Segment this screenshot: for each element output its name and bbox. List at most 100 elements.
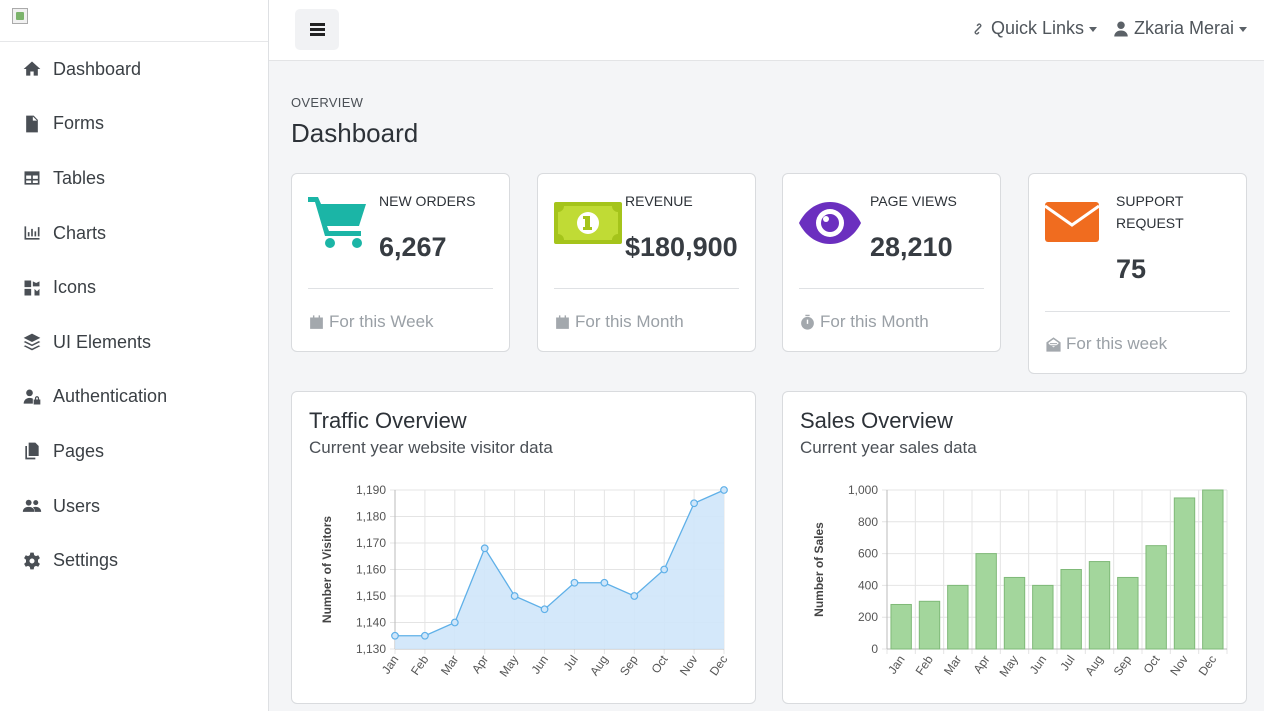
stat-value: $180,900 (625, 232, 738, 262)
stat-card-support-request: SUPPORT REQUEST 75 For this week (1028, 173, 1247, 374)
y-tick-label: 1,150 (356, 589, 386, 603)
x-tick-label: Apr (970, 653, 992, 676)
y-tick-label: 200 (858, 610, 878, 624)
hamburger-icon (309, 28, 325, 31)
chart-icon (21, 223, 43, 243)
y-tick-label: 0 (871, 642, 878, 656)
y-tick-label: 800 (858, 515, 878, 529)
file-icon (21, 114, 43, 134)
page-title: Dashboard (291, 118, 419, 148)
x-tick-label: Jun (1027, 653, 1050, 677)
stat-footer: For this Week (308, 312, 434, 332)
divider (308, 288, 493, 289)
quick-links-dropdown[interactable]: Quick Links (969, 18, 1098, 39)
x-tick-label: Jul (561, 653, 581, 674)
sidebar-item-label: Dashboard (53, 58, 142, 79)
point-sep (630, 592, 639, 600)
stat-footer: For this week (1045, 334, 1167, 354)
divider (799, 288, 984, 289)
sidebar-item-authentication[interactable]: Authentication (0, 370, 268, 425)
point-oct (660, 565, 669, 574)
overview-label: OVERVIEW (291, 95, 364, 110)
stat-footer-text: For this Month (575, 312, 684, 331)
stat-value: 6,267 (379, 232, 447, 262)
stat-label: REVENUE (625, 193, 693, 209)
sidebar: Dashboard Forms Tables Charts Icons UI E… (0, 0, 269, 711)
point-jun (540, 605, 549, 614)
x-tick-label: Apr (469, 653, 491, 676)
x-tick-label: Nov (1167, 653, 1191, 679)
point-may (510, 592, 519, 600)
bar-may (1003, 576, 1026, 650)
y-axis-label: Number of Visitors (320, 516, 334, 623)
divider (554, 288, 739, 289)
sidebar-item-label: UI Elements (53, 331, 152, 352)
sidebar-nav: Dashboard Forms Tables Charts Icons UI E… (0, 42, 268, 588)
traffic-overview-card: Traffic Overview Current year website vi… (291, 391, 756, 704)
y-tick-label: 600 (858, 547, 878, 561)
point-jul (570, 578, 579, 587)
point-feb (421, 631, 429, 640)
sidebar-item-users[interactable]: Users (0, 479, 268, 534)
money-bill-icon (554, 202, 622, 244)
sidebar-item-charts[interactable]: Charts (0, 206, 268, 261)
y-tick-label: 1,170 (356, 536, 386, 550)
sidebar-item-label: Authentication (53, 386, 168, 407)
point-mar (450, 618, 459, 627)
logo-broken-image[interactable] (12, 8, 28, 24)
stat-label-line2: REQUEST (1116, 215, 1184, 231)
user-menu-dropdown[interactable]: Zkaria Merai (1112, 18, 1248, 39)
sidebar-item-label: Users (53, 495, 101, 516)
stat-card-page-views: PAGE VIEWS 28,210 For this Month (782, 173, 1001, 352)
x-tick-label: Oct (648, 652, 671, 676)
menu-toggle-button[interactable] (295, 9, 339, 50)
traffic-area-chart: 1,130 1,140 1,150 1,160 1,170 1,180 1,190 Numbe… (320, 483, 730, 680)
series-line (395, 489, 725, 637)
stat-value: 28,210 (870, 232, 953, 262)
stat-label: PAGE VIEWS (870, 193, 957, 209)
stat-footer: For this Month (554, 312, 684, 332)
y-tick-label: 1,140 (356, 616, 386, 630)
envelope-open-icon (1046, 336, 1061, 352)
envelope-icon (1045, 202, 1099, 242)
x-tick-label: Aug (587, 653, 611, 679)
users-icon (21, 496, 43, 516)
x-tick-label: Jul (1057, 653, 1077, 674)
shopping-cart-icon (308, 197, 366, 248)
user-icon (1114, 21, 1128, 36)
x-tick-label: Sep (1111, 652, 1135, 678)
x-tick-label: Jan (885, 653, 908, 677)
user-lock-icon (21, 387, 43, 407)
stat-footer: For this Month (799, 312, 929, 332)
user-name: Zkaria Merai (1134, 18, 1235, 38)
sidebar-item-label: Settings (53, 550, 119, 571)
x-tick-label: May (497, 653, 521, 680)
sidebar-item-tables[interactable]: Tables (0, 151, 268, 206)
sidebar-item-forms[interactable]: Forms (0, 97, 268, 152)
x-tick-label: May (996, 653, 1020, 680)
logo-area (0, 0, 268, 42)
x-tick-label: Aug (1082, 653, 1106, 679)
sidebar-item-dashboard[interactable]: Dashboard (0, 42, 268, 97)
sidebar-item-pages[interactable]: Pages (0, 424, 268, 479)
sidebar-item-icons[interactable]: Icons (0, 260, 268, 315)
x-tick-label: Feb (408, 652, 432, 677)
bar-sep (1117, 576, 1139, 650)
bar-apr (975, 553, 997, 650)
quick-links-label: Quick Links (991, 18, 1085, 38)
table-icon (21, 168, 43, 188)
sidebar-item-label: Pages (53, 440, 105, 461)
bar-feb (918, 600, 941, 650)
stopwatch-icon (801, 314, 814, 330)
sidebar-item-settings[interactable]: Settings (0, 533, 268, 588)
stat-card-new-orders: NEW ORDERS 6,267 For this Week (291, 173, 510, 352)
y-tick-label: 1,190 (356, 483, 386, 497)
bar-nov (1173, 497, 1196, 650)
y-tick-label: 400 (858, 578, 878, 592)
bar-jul (1060, 569, 1082, 650)
sidebar-item-ui-elements[interactable]: UI Elements (0, 315, 268, 370)
stat-footer-text: For this Month (820, 312, 929, 331)
point-apr (480, 544, 489, 553)
stat-footer-text: For this Week (329, 312, 434, 331)
